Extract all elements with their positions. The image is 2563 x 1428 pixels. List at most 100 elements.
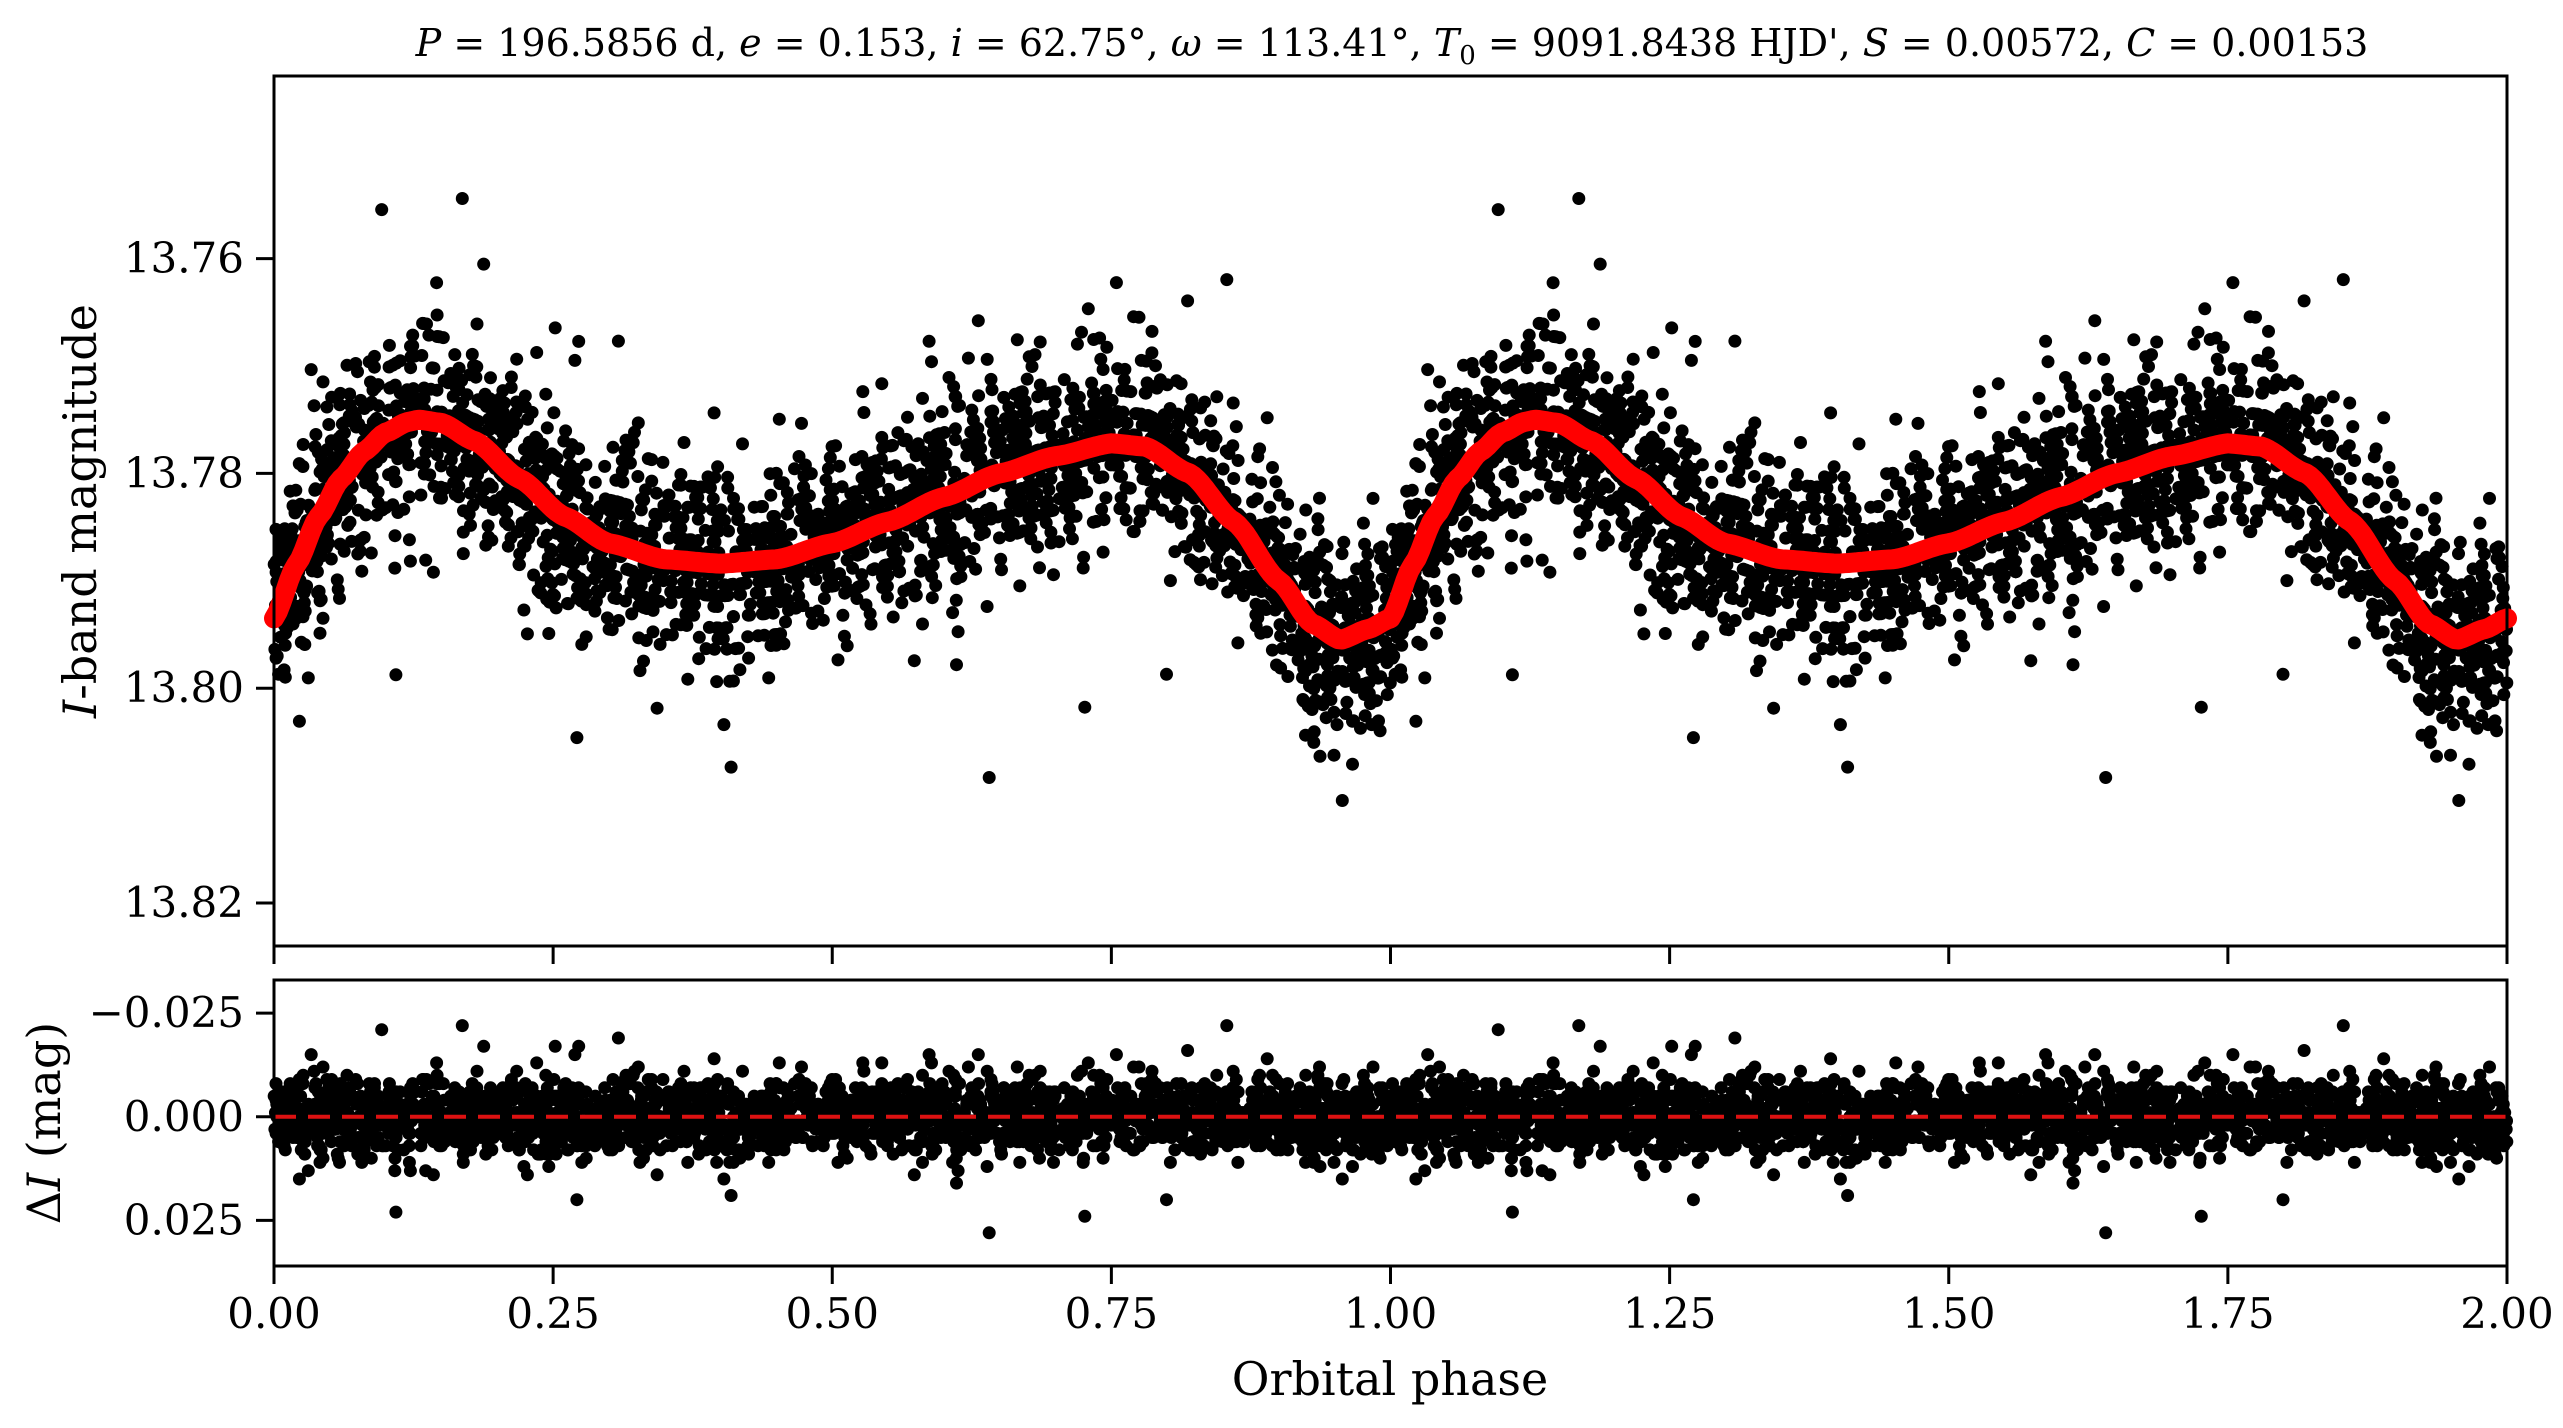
data-point	[1145, 346, 1159, 360]
data-point	[307, 399, 321, 413]
data-point	[1319, 711, 1333, 725]
data-point	[1538, 328, 1552, 342]
data-point	[1249, 619, 1263, 633]
data-point	[313, 465, 327, 479]
data-point	[2009, 565, 2023, 578]
data-point	[1516, 394, 1530, 408]
data-point	[389, 668, 403, 682]
data-point	[901, 410, 914, 424]
data-point	[2180, 393, 2194, 407]
data-point	[2291, 516, 2305, 530]
data-point	[923, 431, 936, 445]
data-point	[2463, 714, 2477, 728]
data-point	[1025, 499, 1039, 513]
data-point	[925, 355, 938, 369]
data-point	[2104, 436, 2118, 450]
data-point	[1425, 428, 1439, 441]
data-point	[722, 524, 735, 538]
data-point	[1833, 718, 1847, 732]
data-point	[2088, 389, 2102, 403]
data-point	[1942, 440, 1956, 454]
data-point	[354, 393, 368, 407]
data-point	[1405, 483, 1419, 497]
data-point	[1753, 654, 1767, 668]
data-point	[351, 503, 365, 517]
data-point	[838, 575, 852, 589]
data-point	[1938, 462, 1952, 476]
data-point	[971, 421, 985, 435]
data-point	[2395, 516, 2409, 530]
data-point	[1841, 760, 1855, 774]
title-i-label: i	[951, 21, 963, 65]
data-point	[802, 489, 816, 503]
data-point	[1921, 467, 1935, 481]
data-point	[1273, 618, 1287, 632]
data-point	[2131, 492, 2145, 506]
data-point	[925, 559, 939, 573]
data-point	[2213, 363, 2227, 376]
data-point	[1033, 335, 1047, 349]
data-point	[506, 490, 520, 504]
data-point	[971, 314, 985, 328]
data-point	[1231, 636, 1245, 650]
data-point	[946, 606, 960, 620]
data-point	[672, 478, 685, 492]
data-point	[570, 731, 584, 745]
data-point	[2369, 442, 2383, 456]
data-point	[1911, 502, 1925, 516]
data-point	[1272, 488, 1286, 502]
data-point	[1169, 492, 1183, 506]
data-point	[856, 385, 870, 399]
data-point	[1045, 428, 1059, 442]
data-point	[573, 486, 587, 500]
data-point	[2019, 581, 2033, 595]
data-point	[371, 378, 385, 392]
data-point	[1843, 491, 1857, 505]
data-point	[1671, 572, 1685, 586]
data-point	[369, 412, 383, 426]
data-point	[365, 395, 379, 409]
data-point	[1438, 418, 1452, 431]
data-point	[1764, 518, 1778, 532]
data-point	[809, 573, 823, 586]
data-point	[2226, 276, 2240, 290]
data-point	[895, 596, 909, 610]
data-point	[902, 581, 916, 595]
data-point	[758, 521, 772, 535]
data-point	[397, 502, 411, 516]
data-point	[2474, 645, 2488, 659]
data-point	[1174, 516, 1188, 530]
data-point	[1644, 440, 1658, 454]
data-point	[2081, 403, 2095, 417]
data-point	[1966, 592, 1980, 605]
data-point	[455, 192, 469, 205]
data-point	[1623, 490, 1637, 504]
data-point	[1167, 480, 1181, 493]
data-point	[1229, 420, 1243, 434]
data-point	[2280, 574, 2294, 588]
data-point	[1327, 748, 1341, 762]
data-point	[1220, 273, 1234, 287]
data-point	[923, 409, 937, 423]
data-point	[1824, 406, 1838, 420]
title-c-value: = 0.00153	[2155, 21, 2368, 65]
data-point	[520, 627, 534, 641]
data-point	[1542, 361, 1556, 375]
data-point	[330, 573, 344, 587]
data-point	[2173, 427, 2187, 441]
data-point	[1748, 416, 1762, 430]
data-point	[2462, 757, 2476, 771]
data-point	[1133, 514, 1147, 528]
data-point	[2041, 355, 2055, 369]
data-point	[2059, 371, 2072, 384]
data-point	[1582, 347, 1596, 361]
title-s-value: = 0.00572,	[1889, 21, 2126, 65]
data-point	[1328, 673, 1341, 687]
data-point	[1547, 308, 1561, 322]
data-point	[2211, 502, 2225, 516]
data-point	[479, 495, 493, 509]
data-point	[1637, 627, 1651, 641]
data-point	[1683, 567, 1697, 581]
data-point	[1260, 411, 1274, 425]
data-point	[1774, 509, 1788, 523]
